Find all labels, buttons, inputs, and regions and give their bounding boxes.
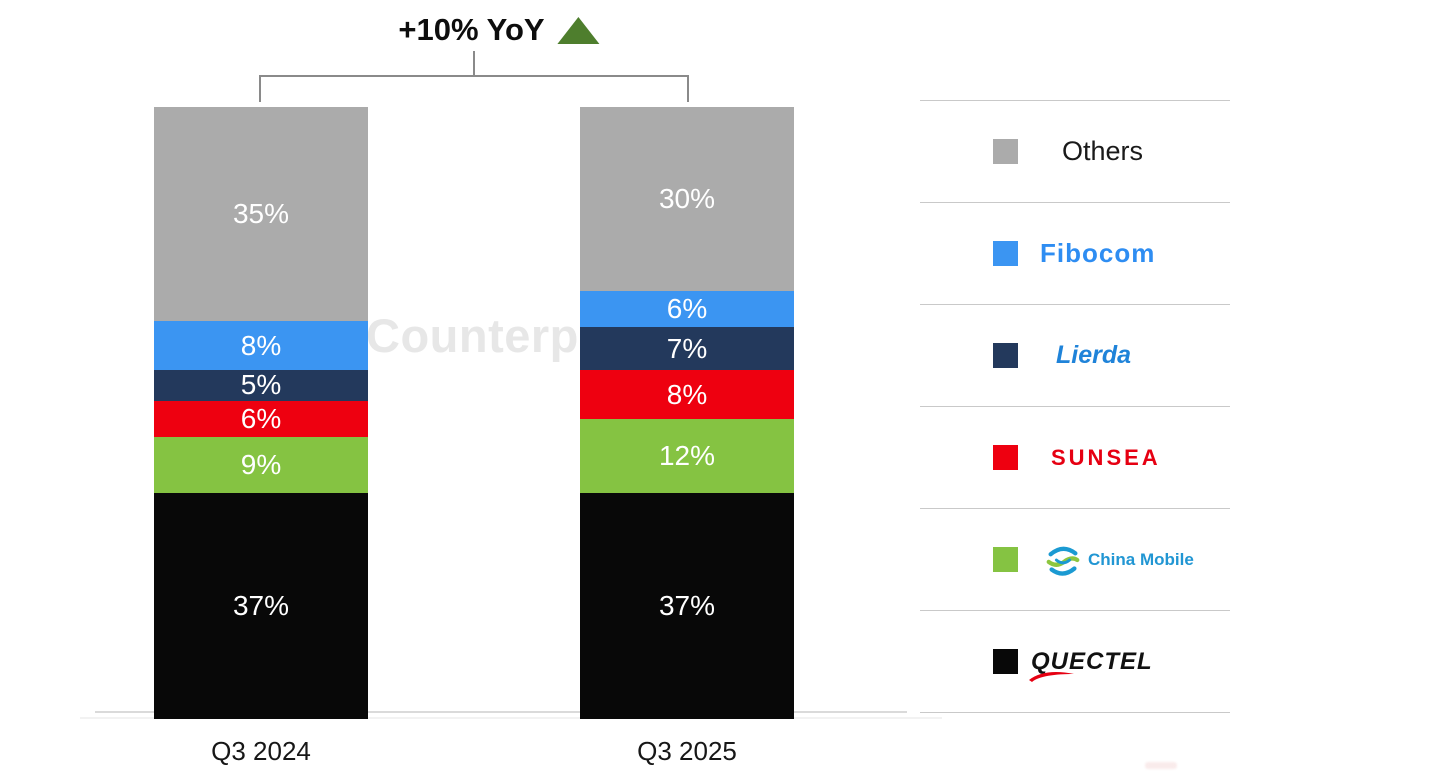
stacked-bar-q3-2025: 30% 6% 7% 8% 12% 37% xyxy=(580,107,794,719)
segment-sunsea: 8% xyxy=(580,370,794,420)
segment-value-label: 37% xyxy=(232,589,290,621)
fibocom-logo: Fibocom xyxy=(1040,238,1156,268)
segment-value-label: 35% xyxy=(232,198,290,230)
others-swatch xyxy=(993,139,1018,164)
legend-row-quectel: QUECTEL xyxy=(920,610,1230,712)
bracket-tick-left xyxy=(259,75,261,102)
x-axis-label-q3-2024: Q3 2024 xyxy=(211,736,311,766)
quectel-swatch xyxy=(993,649,1018,674)
china-mobile-label: China Mobile xyxy=(1088,549,1194,569)
segment-china-mobile: 12% xyxy=(580,419,794,493)
quectel-label: QUECTEL xyxy=(1031,647,1153,675)
segment-value-label: 30% xyxy=(658,182,716,214)
bracket-horizontal xyxy=(259,75,689,77)
legend-row-china-mobile: China Mobile xyxy=(920,508,1230,610)
watermark-artifact xyxy=(1145,762,1177,769)
segment-china-mobile: 9% xyxy=(154,437,368,493)
china-mobile-swatch xyxy=(993,547,1018,572)
quectel-swoosh-icon xyxy=(1029,671,1074,682)
segment-fibocom: 6% xyxy=(580,290,794,328)
others-label: Others xyxy=(1062,136,1144,166)
x-axis-label-q3-2025: Q3 2025 xyxy=(637,736,737,766)
bracket-tick-right xyxy=(687,75,689,102)
lierda-logo: Lierda xyxy=(1056,341,1132,369)
growth-up-triangle-icon xyxy=(557,16,600,44)
x-axis-baseline-shadow xyxy=(80,717,942,719)
segment-value-label: 6% xyxy=(666,292,708,324)
yoy-growth-label: +10% YoY xyxy=(398,12,545,47)
segment-value-label: 12% xyxy=(658,439,716,471)
bracket-stem xyxy=(473,51,475,76)
quectel-logo: QUECTEL xyxy=(1029,647,1153,682)
segment-quectel: 37% xyxy=(580,492,794,719)
segment-others: 35% xyxy=(154,107,368,322)
segment-others: 30% xyxy=(580,107,794,291)
segment-value-label: 7% xyxy=(666,332,708,364)
segment-value-label: 8% xyxy=(240,329,282,361)
segment-value-label: 8% xyxy=(666,378,708,410)
segment-sunsea: 6% xyxy=(154,400,368,438)
legend-row-lierda: Lierda xyxy=(920,304,1230,406)
china-mobile-swirl-icon xyxy=(1046,546,1080,576)
segment-value-label: 6% xyxy=(240,403,282,435)
legend-row-fibocom: Fibocom xyxy=(920,202,1230,304)
x-axis-baseline xyxy=(95,711,907,713)
legend-row-others: Others xyxy=(920,100,1230,202)
chart-title: +10% YoY xyxy=(398,12,600,48)
sunsea-logo: SUNSEA xyxy=(1051,444,1161,470)
lierda-swatch xyxy=(993,343,1018,368)
legend: Others Fibocom Lierda SUNSEA xyxy=(920,100,1230,713)
segment-fibocom: 8% xyxy=(154,321,368,371)
legend-row-sunsea: SUNSEA xyxy=(920,406,1230,508)
sunsea-swatch xyxy=(993,445,1018,470)
segment-value-label: 37% xyxy=(658,589,716,621)
fibocom-swatch xyxy=(993,241,1018,266)
segment-quectel: 37% xyxy=(154,492,368,719)
segment-lierda: 7% xyxy=(580,327,794,371)
segment-value-label: 9% xyxy=(240,448,282,480)
segment-lierda: 5% xyxy=(154,370,368,401)
china-mobile-logo: China Mobile xyxy=(1044,541,1194,579)
segment-value-label: 5% xyxy=(240,369,282,401)
stacked-bar-q3-2024: 35% 8% 5% 6% 9% 37% xyxy=(154,107,368,719)
